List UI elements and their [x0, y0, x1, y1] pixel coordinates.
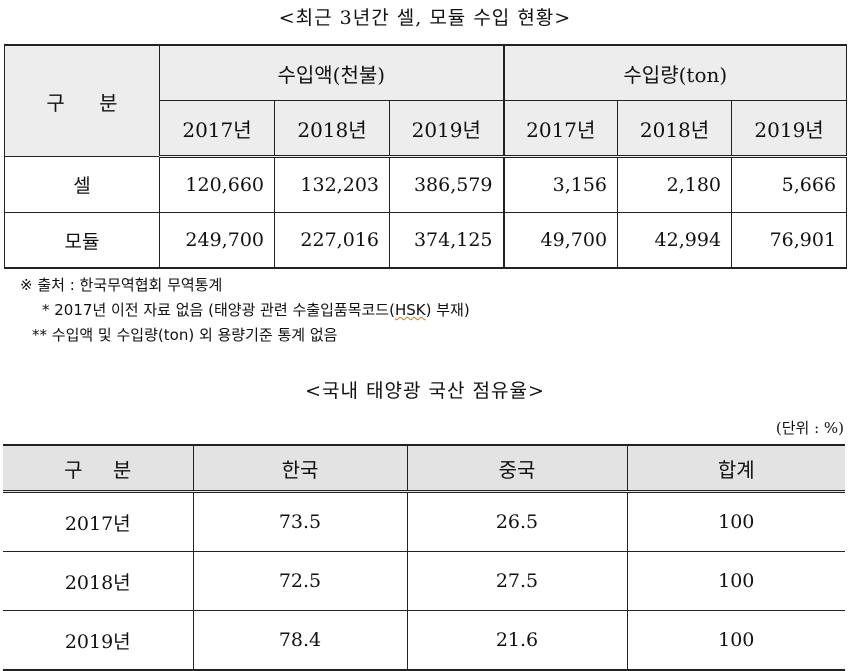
- header-year: 2018년: [274, 100, 390, 158]
- table-cell: 2,180: [617, 156, 733, 213]
- table-cell: 249,700: [159, 212, 275, 269]
- table-cell: 100: [626, 491, 845, 552]
- table-cell: 21.6: [406, 610, 627, 671]
- table-cell: 76,901: [731, 212, 848, 269]
- header-import-amount: 수입액(천불): [158, 44, 505, 101]
- unit-label: (단위 : %): [775, 419, 844, 437]
- footnote-1-text: * 2017년 이전 자료 없음 (태양광 관련 수출입품목코드(: [42, 301, 395, 319]
- table-row: 2018년 72.5 27.5 100: [3, 551, 845, 611]
- import-status-title: <최근 3년간 셀, 모듈 수입 현황>: [278, 7, 572, 29]
- footnote-1: * 2017년 이전 자료 없음 (태양광 관련 수출입품목코드(HSK) 부재…: [20, 298, 470, 323]
- header-category: 구 분: [3, 444, 193, 493]
- header-korea: 한국: [192, 444, 407, 493]
- table-cell: 49,700: [502, 212, 619, 269]
- footnote-2: ** 수입액 및 수입량(ton) 외 용량기준 통계 없음: [32, 326, 338, 344]
- domestic-share-title: <국내 태양광 국산 점유율>: [305, 380, 545, 402]
- table-row: 셀 120,660 132,203 386,579 3,156 2,180 5,…: [4, 156, 848, 213]
- spellcheck-underline: HSK: [394, 301, 426, 319]
- table-cell: 78.4: [192, 610, 407, 671]
- table-notes: ※ 출처 : 한국무역협회 무역통계 * 2017년 이전 자료 없음 (태양광…: [20, 273, 470, 348]
- table-cell: 227,016: [274, 212, 390, 269]
- table-row: 2017년 73.5 26.5 100: [3, 491, 845, 552]
- table-cell: 132,203: [274, 156, 390, 213]
- table-cell: 5,666: [731, 156, 848, 213]
- table-cell: 26.5: [406, 491, 627, 552]
- header-import-quantity: 수입량(ton): [502, 44, 848, 101]
- header-year: 2019년: [731, 100, 848, 158]
- import-status-table: 구 분 수입액(천불) 수입량(ton) 2017년 2018년 2019년 2…: [4, 44, 848, 269]
- table-cell: 42,994: [617, 212, 733, 269]
- row-label-module: 모듈: [4, 212, 160, 269]
- table-cell: 100: [626, 610, 845, 671]
- row-label-cell: 셀: [4, 156, 160, 213]
- row-label: 2017년: [3, 491, 193, 552]
- header-year: 2017년: [502, 100, 619, 158]
- table-cell: 27.5: [406, 551, 627, 611]
- table-cell: 73.5: [192, 491, 407, 552]
- table-cell: 3,156: [502, 156, 619, 213]
- source-note: ※ 출처 : 한국무역협회 무역통계: [20, 276, 223, 294]
- table-row: 2019년 78.4 21.6 100: [3, 610, 845, 671]
- table-cell: 120,660: [159, 156, 275, 213]
- header-year: 2017년: [159, 100, 275, 158]
- header-category: 구 분: [4, 44, 160, 157]
- header-year: 2018년: [617, 100, 733, 158]
- domestic-share-table: 구 분 한국 중국 합계 2017년 73.5 26.5 100 2018년 7…: [3, 444, 845, 671]
- header-total: 합계: [626, 444, 845, 493]
- table-cell: 374,125: [388, 212, 505, 269]
- footnote-1-end: ) 부재): [425, 301, 470, 319]
- table-cell: 386,579: [388, 156, 505, 213]
- header-year: 2019년: [388, 100, 505, 158]
- table-cell: 100: [626, 551, 845, 611]
- header-china: 중국: [406, 444, 627, 493]
- table-row: 모듈 249,700 227,016 374,125 49,700 42,994…: [4, 212, 848, 269]
- table-cell: 72.5: [192, 551, 407, 611]
- row-label: 2018년: [3, 551, 193, 611]
- row-label: 2019년: [3, 610, 193, 671]
